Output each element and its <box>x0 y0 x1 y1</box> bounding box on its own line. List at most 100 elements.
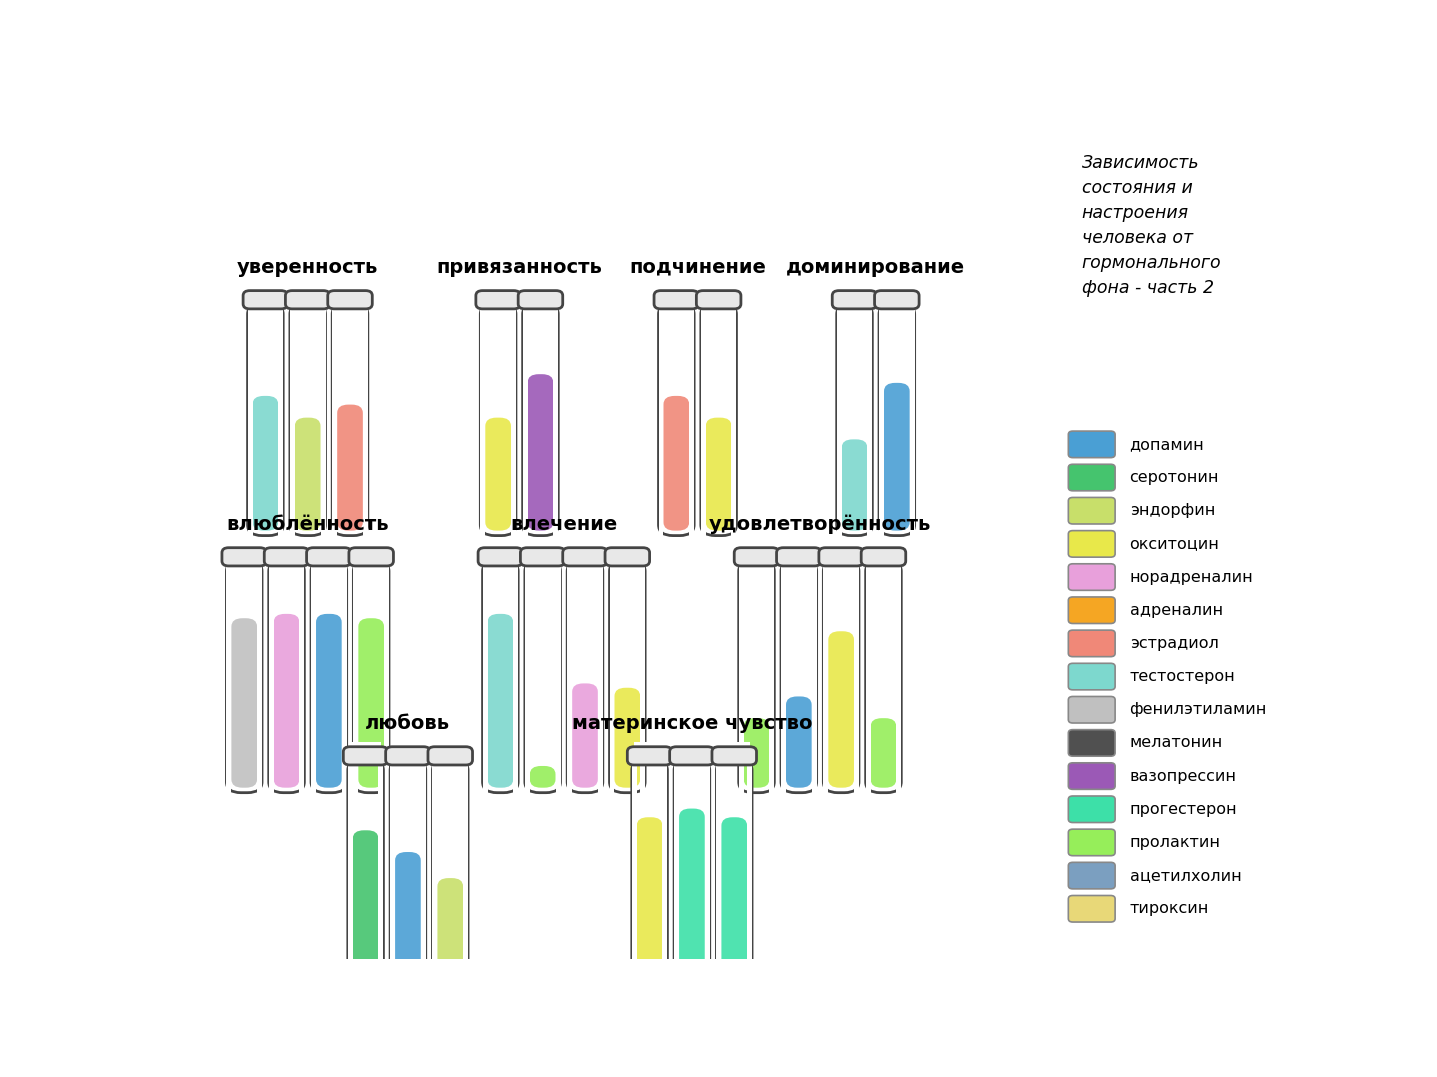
FancyBboxPatch shape <box>428 746 473 765</box>
FancyBboxPatch shape <box>828 631 854 787</box>
Bar <box>299 560 305 793</box>
FancyBboxPatch shape <box>349 548 394 565</box>
Bar <box>868 543 898 563</box>
Bar <box>486 543 516 563</box>
Bar <box>690 304 694 535</box>
Bar <box>279 304 283 535</box>
Text: пролактин: пролактин <box>1129 835 1220 850</box>
FancyBboxPatch shape <box>1068 697 1115 723</box>
Bar <box>364 304 368 535</box>
Text: материнское чувство: материнское чувство <box>572 714 812 733</box>
FancyBboxPatch shape <box>842 439 868 531</box>
FancyBboxPatch shape <box>776 548 821 565</box>
Bar <box>354 560 358 793</box>
Bar <box>525 286 556 307</box>
Bar <box>435 742 466 763</box>
FancyBboxPatch shape <box>744 718 769 787</box>
Text: тестостерон: тестостерон <box>1129 669 1236 684</box>
FancyBboxPatch shape <box>231 618 257 787</box>
Bar <box>433 759 437 992</box>
Text: любовь: любовь <box>365 714 450 733</box>
Bar <box>250 286 280 307</box>
Bar <box>272 543 302 563</box>
Bar <box>598 560 602 793</box>
Bar <box>348 759 352 992</box>
Bar <box>421 759 425 992</box>
FancyBboxPatch shape <box>519 291 563 309</box>
Bar <box>823 560 828 793</box>
Bar <box>881 286 912 307</box>
FancyBboxPatch shape <box>1068 531 1115 557</box>
Bar <box>228 543 260 563</box>
Bar <box>335 286 365 307</box>
Bar <box>269 560 273 793</box>
Bar <box>783 543 815 563</box>
Bar <box>731 304 736 535</box>
FancyBboxPatch shape <box>316 614 342 787</box>
Bar <box>513 560 519 793</box>
FancyBboxPatch shape <box>253 396 279 531</box>
FancyBboxPatch shape <box>832 291 877 309</box>
Bar <box>717 759 721 992</box>
FancyBboxPatch shape <box>875 291 920 309</box>
FancyBboxPatch shape <box>706 418 731 531</box>
Bar <box>257 560 262 793</box>
Bar <box>865 560 871 793</box>
FancyBboxPatch shape <box>1068 895 1115 922</box>
FancyBboxPatch shape <box>1068 630 1115 657</box>
Bar <box>658 304 664 535</box>
Bar <box>525 560 530 793</box>
FancyBboxPatch shape <box>338 405 364 531</box>
Text: доминирование: доминирование <box>786 257 966 277</box>
FancyBboxPatch shape <box>884 382 910 531</box>
FancyBboxPatch shape <box>572 684 598 787</box>
FancyBboxPatch shape <box>395 852 421 987</box>
Bar <box>356 543 387 563</box>
Text: уверенность: уверенность <box>237 257 378 277</box>
FancyBboxPatch shape <box>221 548 266 565</box>
Bar <box>741 543 772 563</box>
FancyBboxPatch shape <box>1068 863 1115 889</box>
Bar <box>718 742 750 763</box>
FancyBboxPatch shape <box>358 618 384 787</box>
Text: тироксин: тироксин <box>1129 901 1209 917</box>
Text: влюблённость: влюблённость <box>227 515 389 534</box>
Bar <box>703 286 734 307</box>
FancyBboxPatch shape <box>615 688 639 787</box>
Bar <box>634 742 665 763</box>
FancyBboxPatch shape <box>476 291 520 309</box>
Bar <box>527 543 558 563</box>
FancyBboxPatch shape <box>286 291 331 309</box>
FancyBboxPatch shape <box>295 418 320 531</box>
FancyBboxPatch shape <box>1068 829 1115 856</box>
Text: мелатонин: мелатонин <box>1129 736 1223 751</box>
FancyBboxPatch shape <box>819 548 864 565</box>
Bar <box>384 560 389 793</box>
FancyBboxPatch shape <box>711 746 756 765</box>
Bar <box>747 759 752 992</box>
FancyBboxPatch shape <box>343 746 388 765</box>
Bar <box>701 304 706 535</box>
Bar <box>320 304 326 535</box>
Bar <box>661 286 691 307</box>
Text: норадреналин: норадреналин <box>1129 570 1253 585</box>
Bar <box>897 560 901 793</box>
Bar <box>568 560 572 793</box>
FancyBboxPatch shape <box>530 766 556 787</box>
FancyBboxPatch shape <box>654 291 698 309</box>
Bar <box>609 560 615 793</box>
Text: допамин: допамин <box>1129 437 1204 452</box>
FancyBboxPatch shape <box>243 291 287 309</box>
FancyBboxPatch shape <box>1068 464 1115 491</box>
Text: окситоцин: окситоцин <box>1129 536 1220 551</box>
Bar <box>879 304 884 535</box>
Bar <box>569 543 601 563</box>
Bar <box>632 759 637 992</box>
FancyBboxPatch shape <box>1068 431 1115 458</box>
FancyBboxPatch shape <box>871 718 897 787</box>
Text: эстрадиол: эстрадиол <box>1129 635 1219 651</box>
FancyBboxPatch shape <box>487 614 513 787</box>
FancyBboxPatch shape <box>1068 563 1115 590</box>
FancyBboxPatch shape <box>520 548 565 565</box>
Bar <box>553 304 558 535</box>
